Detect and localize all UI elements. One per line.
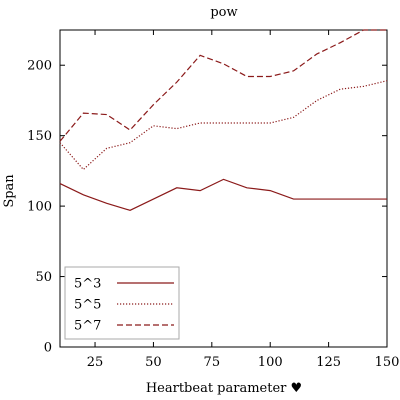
legend-label: 5^5 (74, 298, 101, 313)
y-tick-label: 100 (27, 200, 52, 215)
y-tick-label: 150 (27, 129, 52, 144)
x-tick-label: 100 (258, 355, 283, 370)
x-tick-label: 150 (375, 355, 400, 370)
y-axis-label: Span (2, 174, 17, 208)
x-tick-label: 25 (87, 355, 104, 370)
chart-title: pow (210, 5, 237, 20)
y-tick-label: 50 (35, 270, 52, 285)
x-axis-label: Heartbeat parameter ♥ (146, 381, 302, 396)
legend-box (64, 266, 180, 340)
y-tick-label: 200 (27, 59, 52, 74)
series-line-5-7 (59, 29, 387, 142)
x-tick-label: 75 (204, 355, 221, 370)
plot-area: 25 50 75 100 125 150 0 50 100 150 200 5^3 5^5 5^7 (27, 29, 400, 370)
x-tick-label: 125 (316, 355, 341, 370)
series-line-5-3 (59, 178, 387, 211)
plot-frame (59, 29, 388, 348)
legend-label: 5^7 (74, 319, 101, 334)
y-tick-label: 0 (44, 341, 52, 356)
legend-label: 5^3 (74, 277, 101, 292)
series-line-5-5 (59, 80, 388, 171)
x-tick-label: 50 (145, 355, 162, 370)
